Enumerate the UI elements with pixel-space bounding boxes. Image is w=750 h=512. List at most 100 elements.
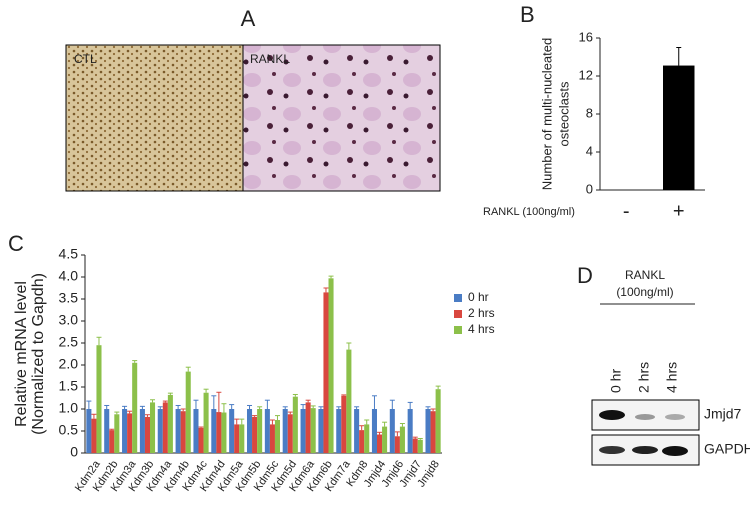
bar (371, 409, 377, 453)
lane-label: 4 hrs (664, 362, 680, 393)
y-axis-label: Relative mRNA level (13, 281, 30, 427)
bar (399, 426, 405, 453)
lane-label: 2 hrs (636, 362, 652, 393)
bar (323, 292, 329, 453)
band (665, 414, 685, 420)
band (599, 410, 625, 420)
image-label: RANKL (250, 52, 290, 66)
bar (430, 411, 436, 453)
bar (376, 434, 383, 453)
bar (336, 409, 342, 453)
bar (109, 430, 115, 453)
bar (162, 402, 168, 453)
band (599, 446, 625, 454)
bar (229, 409, 235, 453)
bar (318, 409, 324, 453)
bar (300, 409, 306, 453)
treatment: RANKL (625, 268, 665, 282)
micrographs: CTL RANKL (65, 44, 441, 192)
bar (167, 394, 173, 453)
bar (157, 409, 163, 453)
bar (185, 371, 191, 453)
bar (425, 409, 431, 453)
bar (359, 430, 365, 453)
y-tick-label: 0 (70, 444, 78, 460)
bar (287, 414, 293, 453)
bar (305, 402, 311, 453)
bar (246, 409, 253, 453)
bar (252, 416, 258, 453)
x-tick-label: + (673, 200, 685, 222)
bar (364, 424, 370, 453)
bar (310, 408, 316, 453)
bar (435, 389, 441, 453)
bar (175, 409, 181, 453)
bar (389, 409, 395, 453)
bar (193, 409, 199, 453)
bar (663, 65, 695, 190)
legend-label: 4 hrs (468, 322, 495, 336)
bar (91, 418, 97, 453)
y-tick-label: 16 (579, 29, 593, 44)
band-label: Jmjd7 (704, 406, 742, 422)
y-axis-label: osteoclasts (556, 81, 571, 147)
bar (417, 439, 423, 453)
rankl-image (242, 44, 441, 192)
bar (354, 409, 360, 453)
bar (198, 427, 204, 453)
y-tick-label: 4.0 (59, 268, 79, 284)
treatment: (100ng/ml) (616, 285, 673, 299)
panel-label: D (577, 263, 593, 288)
legend-swatch (454, 294, 462, 302)
x-axis-label: RANKL (100ng/ml) (483, 206, 575, 218)
panel-label: A (241, 6, 256, 31)
bar (104, 409, 110, 453)
bar (221, 412, 227, 453)
image-label: CTL (74, 52, 97, 66)
y-tick-label: 3.0 (59, 312, 79, 328)
bar (96, 345, 102, 453)
bar (114, 414, 120, 453)
y-axis-label: Number of multi-nucleated (539, 38, 554, 190)
bar (292, 396, 298, 453)
western-blot: RANKL (100ng/ml) 0 hr 2 hrs 4 hrs Jmjd7 … (591, 268, 750, 466)
bar (341, 395, 347, 453)
ctl-image (65, 44, 244, 192)
band (662, 446, 688, 456)
legend-swatch (454, 310, 462, 318)
y-tick-label: 8 (586, 105, 593, 120)
bar (234, 424, 240, 453)
y-axis-label: (Normalized to Gapdh) (30, 273, 47, 435)
y-tick-label: 4 (586, 143, 593, 158)
band (635, 414, 655, 420)
y-tick-label: 2.5 (59, 334, 79, 350)
y-tick-label: 12 (579, 67, 593, 82)
bar (211, 409, 217, 453)
bar (274, 420, 281, 453)
bar (282, 409, 288, 453)
legend-label: 0 hr (468, 290, 489, 304)
bar (150, 402, 156, 453)
bar (407, 409, 413, 453)
bar (394, 436, 400, 453)
bar (86, 409, 92, 453)
bar (239, 424, 245, 453)
bar (264, 409, 270, 453)
bar (257, 409, 263, 453)
bar (328, 278, 334, 453)
y-tick-label: 4.5 (59, 246, 79, 262)
lane-label: 0 hr (608, 369, 624, 393)
bar (180, 411, 186, 453)
bar (122, 409, 128, 453)
y-tick-label: 0.5 (59, 422, 79, 438)
panel-label: C (8, 231, 24, 256)
legend-label: 2 hrs (468, 306, 495, 320)
band (632, 446, 658, 454)
bar (139, 409, 145, 453)
bar (203, 392, 209, 453)
y-tick-label: 0 (586, 181, 593, 196)
x-tick-label: - (623, 200, 630, 222)
bar (216, 412, 222, 453)
bar (127, 413, 133, 453)
